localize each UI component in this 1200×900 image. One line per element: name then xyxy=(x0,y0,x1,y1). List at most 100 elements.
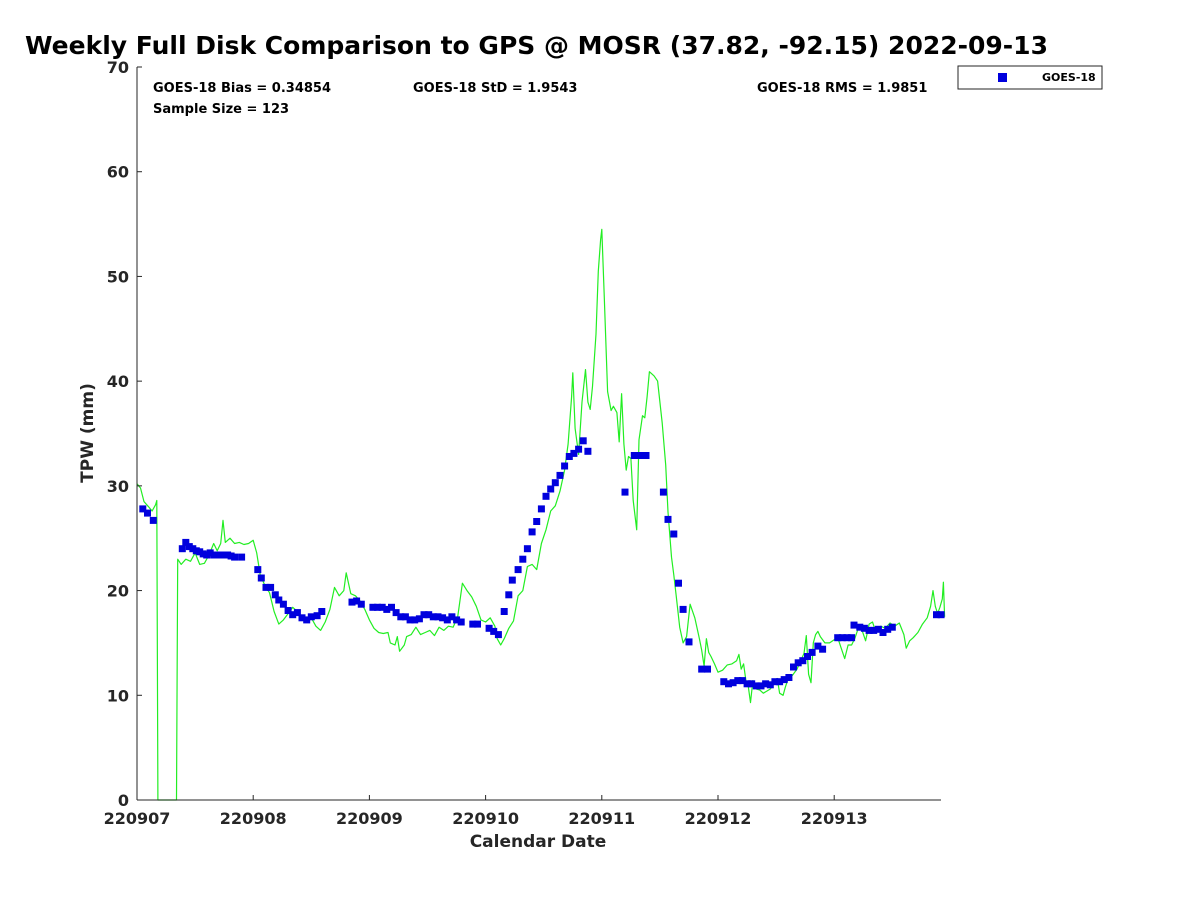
goes-18-point xyxy=(397,613,405,621)
goes-18-point xyxy=(485,624,493,632)
goes-18-point xyxy=(865,626,873,634)
goes-18-point xyxy=(490,627,498,635)
goes-18-point xyxy=(757,682,765,690)
goes-18-point xyxy=(537,505,545,513)
goes-18-point xyxy=(271,591,279,599)
goes-18-point xyxy=(879,629,887,636)
bias-stat: GOES-18 Bias = 0.34854 xyxy=(153,81,331,96)
goes-18-point xyxy=(884,625,892,633)
goes-18-point xyxy=(565,453,573,460)
goes-18-point xyxy=(814,642,822,650)
goes-18-point xyxy=(519,555,527,563)
goes-18-point xyxy=(743,680,751,688)
legend-box xyxy=(957,65,1103,90)
goes-18-point xyxy=(284,607,292,614)
goes-18-point xyxy=(642,452,650,459)
goes-18-point xyxy=(508,576,516,584)
goes-18-point xyxy=(834,634,842,642)
y-tick-label: 0 xyxy=(118,791,129,810)
goes-18-point xyxy=(860,624,868,632)
goes-18-point xyxy=(149,516,157,524)
rms-stat: GOES-18 RMS = 1.9851 xyxy=(757,81,927,96)
goes-18-point xyxy=(401,613,409,621)
goes-18-point xyxy=(182,538,190,546)
goes-18-point xyxy=(556,471,564,479)
goes-18-point xyxy=(378,603,386,611)
goes-18-point xyxy=(748,680,756,688)
goes-18-point xyxy=(838,634,846,642)
legend: GOES-18 xyxy=(957,65,1103,90)
goes-18-point xyxy=(785,674,793,681)
goes-18-point xyxy=(411,616,419,624)
goes-18-point xyxy=(848,634,856,642)
goes-18-point xyxy=(353,597,361,605)
goes-18-point xyxy=(494,631,502,639)
goes-18-point xyxy=(144,509,151,517)
goes-18-point xyxy=(425,611,433,619)
goes-18-point xyxy=(579,437,587,445)
goes-18-point xyxy=(469,620,477,628)
goes-18-point xyxy=(307,613,315,621)
x-tick-label: 220908 xyxy=(220,809,287,828)
goes-18-point xyxy=(870,626,878,634)
goes-18-point xyxy=(670,530,678,538)
goes-18-point xyxy=(369,603,377,611)
y-tick-label: 30 xyxy=(107,477,129,496)
goes-18-point xyxy=(406,616,414,624)
goes-18-point xyxy=(275,596,283,604)
goes-18-point xyxy=(584,447,592,455)
goes-18-point xyxy=(771,678,779,686)
y-ticks: 0 10 20 30 40 50 60 70 xyxy=(107,58,142,810)
goes-18-point xyxy=(528,528,536,536)
goes-18-point xyxy=(874,625,882,633)
goes-18-point xyxy=(289,611,297,619)
goes-18-point xyxy=(675,579,682,587)
goes-18-point xyxy=(514,566,522,574)
goes-18-point xyxy=(780,676,788,684)
y-tick-label: 70 xyxy=(107,58,129,77)
goes-18-point xyxy=(720,678,728,686)
sample-size-stat: Sample Size = 123 xyxy=(153,102,289,117)
goes-18-point xyxy=(238,553,246,561)
goes-18-point xyxy=(570,449,578,457)
goes-18-point xyxy=(808,648,816,656)
plot-area: 0 10 20 30 40 50 60 70 220907 220908 220909 220910… xyxy=(104,58,946,828)
goes-18-point xyxy=(420,611,428,619)
goes-series-layer xyxy=(139,437,945,690)
std-stat: GOES-18 StD = 1.9543 xyxy=(413,81,577,96)
goes-18-point xyxy=(374,603,381,611)
goes-18-point xyxy=(257,574,265,582)
goes-18-point xyxy=(704,665,711,673)
goes-18-point xyxy=(729,679,737,687)
goes-18-point xyxy=(178,545,186,553)
goes-18-point xyxy=(474,620,481,628)
goes-18-point xyxy=(738,677,746,685)
goes-18-point xyxy=(679,605,687,613)
goes-18-point xyxy=(794,659,802,667)
goes-18-point xyxy=(799,657,807,665)
goes-18-point xyxy=(776,678,784,686)
goes-18-point xyxy=(621,488,629,496)
goes-18-point xyxy=(318,608,326,615)
chart-title: Weekly Full Disk Comparison to GPS @ MOS… xyxy=(25,31,1048,60)
y-axis-label: TPW (mm) xyxy=(78,383,98,483)
goes-18-point xyxy=(388,603,395,611)
goes-18-point xyxy=(303,616,311,624)
goes-18-point xyxy=(547,485,555,493)
goes-18-point xyxy=(630,452,638,459)
goes-18-point xyxy=(443,616,451,624)
goes-18-point xyxy=(457,618,465,626)
y-tick-label: 60 xyxy=(107,163,129,182)
y-tick-label: 20 xyxy=(107,582,129,601)
goes-18-point xyxy=(843,634,851,642)
goes-18-point xyxy=(636,452,644,459)
x-axis-label: Calendar Date xyxy=(470,832,607,852)
x-tick-label: 220913 xyxy=(801,809,868,828)
goes-18-point xyxy=(523,545,531,553)
x-tick-label: 220911 xyxy=(568,809,635,828)
goes-18-point xyxy=(279,600,287,608)
goes-18-point xyxy=(139,505,147,513)
goes-18-point xyxy=(937,611,945,619)
goes-18-point xyxy=(293,609,301,617)
